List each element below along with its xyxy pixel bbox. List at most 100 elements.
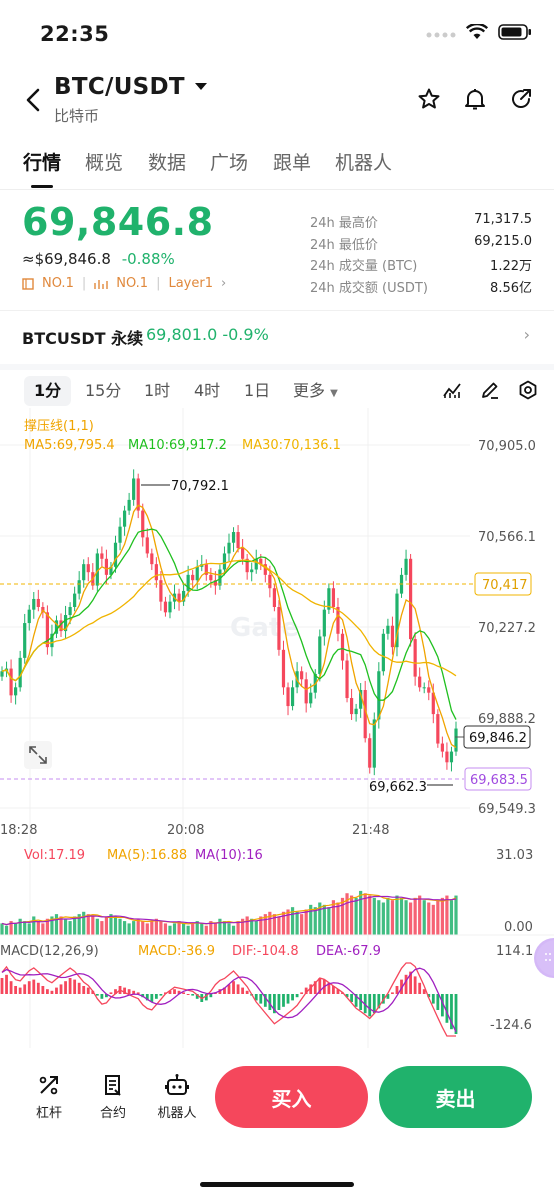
volume-bar	[127, 923, 131, 935]
volume-bar	[82, 911, 86, 935]
volume-bar	[77, 914, 81, 935]
stat-row: 24h 最低价 69,215.0	[310, 234, 532, 256]
ma30-line	[1, 559, 457, 682]
perpetual-row[interactable]: BTCUSDT 永续 69,801.0 -0.9% ›	[0, 310, 554, 358]
candle-body	[150, 553, 154, 565]
macd-bar	[313, 981, 317, 994]
timeframe-4h[interactable]: 4时	[194, 381, 221, 400]
macd-bar	[27, 981, 31, 994]
tab-copy-trading[interactable]: 跟单	[273, 152, 312, 174]
candle-body	[0, 671, 4, 677]
sell-button[interactable]: 卖出	[379, 1066, 532, 1128]
buy-button[interactable]: 买入	[215, 1066, 368, 1128]
macd-bar	[186, 994, 190, 995]
volume-bar	[231, 925, 236, 935]
rank-chart-icon	[94, 279, 108, 289]
macd-bar	[413, 976, 417, 994]
volume-bar	[113, 916, 118, 935]
tab-data[interactable]: 数据	[148, 152, 187, 174]
volume-bar	[177, 921, 181, 935]
indicator-icon[interactable]	[442, 380, 462, 400]
macd-bar	[154, 994, 158, 999]
candle-body	[241, 548, 245, 559]
volume-bar	[281, 911, 286, 935]
sr-indicator-label: 撑压线(1,1)	[24, 419, 94, 434]
timeframe-1d[interactable]: 1日	[244, 381, 271, 400]
candle-body	[422, 687, 426, 689]
candle-body	[222, 553, 227, 570]
price-chart[interactable]: Gate 撑压线(1,1) MA5:69,795.4 MA10:69,917.2…	[0, 408, 554, 1048]
side-panel-handle[interactable]	[534, 938, 554, 978]
macd-bar	[14, 986, 18, 994]
macd-bar	[345, 994, 349, 998]
volume-bar	[200, 923, 204, 935]
candle-body	[18, 657, 22, 688]
alert-button[interactable]	[462, 86, 488, 112]
macd-bar	[431, 994, 435, 1004]
tab-bot[interactable]: 机器人	[335, 152, 393, 174]
timeframe-1m[interactable]: 1分	[24, 376, 72, 406]
rank-tags[interactable]: NO.1 | NO.1 | Layer1 ›	[22, 276, 302, 291]
volume-bar	[118, 918, 122, 935]
candle-body	[163, 601, 168, 613]
bot-button[interactable]: 机器人	[150, 1072, 204, 1121]
volume-ma10-line	[1, 895, 457, 926]
volume-tick: 0.00	[504, 920, 533, 935]
macd-bar	[204, 994, 208, 1001]
signal-icon	[426, 25, 456, 44]
rank-tag-2: NO.1	[116, 276, 149, 291]
candle-body	[177, 593, 181, 602]
tab-market[interactable]: 行情	[23, 152, 62, 174]
volume-bar	[418, 895, 422, 935]
candle-body	[9, 668, 13, 696]
macd-bar	[209, 994, 213, 998]
macd-bar	[182, 992, 185, 994]
candle-body	[354, 708, 358, 715]
candle-body	[209, 574, 213, 581]
candle-body	[263, 564, 267, 575]
volume-bar	[368, 895, 372, 935]
macd-bar	[318, 978, 322, 994]
pair-selector[interactable]: BTC/USDT	[54, 74, 207, 100]
volume-bar	[195, 921, 199, 935]
macd-bar	[236, 984, 240, 994]
share-button[interactable]	[508, 86, 534, 112]
timeframe-1h[interactable]: 1时	[144, 381, 171, 400]
volume-bar	[4, 925, 9, 935]
volume-bar	[436, 900, 440, 935]
candle-body	[309, 692, 313, 704]
support-value: 69,683.5	[470, 773, 528, 788]
timeframe-15m[interactable]: 15分	[85, 381, 122, 400]
home-indicator	[200, 1182, 354, 1187]
volume-bar	[191, 923, 195, 935]
volume-bar	[454, 895, 458, 935]
macd-bar	[223, 987, 226, 994]
volume-bar	[168, 925, 172, 935]
candle-body	[259, 558, 263, 565]
stat-value: 8.56亿	[490, 280, 532, 296]
timeframe-more[interactable]: 更多 ▼	[293, 376, 338, 406]
candle-body	[186, 574, 190, 591]
settings-icon[interactable]	[518, 380, 538, 400]
ma5-line	[1, 504, 457, 749]
volume-bar	[172, 923, 177, 935]
contract-doc-icon	[105, 1075, 121, 1096]
macd-bar	[363, 994, 367, 1014]
back-button[interactable]	[18, 82, 48, 118]
volume-bar	[331, 900, 336, 935]
macd-tick: 114.1	[496, 944, 533, 959]
candle-body	[368, 738, 372, 768]
candle-body	[82, 564, 86, 581]
macd-bar	[23, 984, 27, 994]
contract-button[interactable]: 合约	[86, 1072, 140, 1121]
margin-button[interactable]: 杠杆	[22, 1072, 76, 1121]
candle-body	[281, 649, 286, 688]
tab-overview[interactable]: 概览	[85, 152, 124, 174]
favorite-button[interactable]	[416, 86, 442, 112]
draw-pen-icon[interactable]	[480, 380, 500, 400]
fullscreen-icon[interactable]	[24, 741, 52, 769]
tab-square[interactable]: 广场	[210, 152, 249, 174]
volume-bar	[309, 904, 313, 935]
volume-ma10-label: MA(10):16	[195, 848, 263, 863]
chevron-right-icon: ›	[523, 325, 530, 344]
